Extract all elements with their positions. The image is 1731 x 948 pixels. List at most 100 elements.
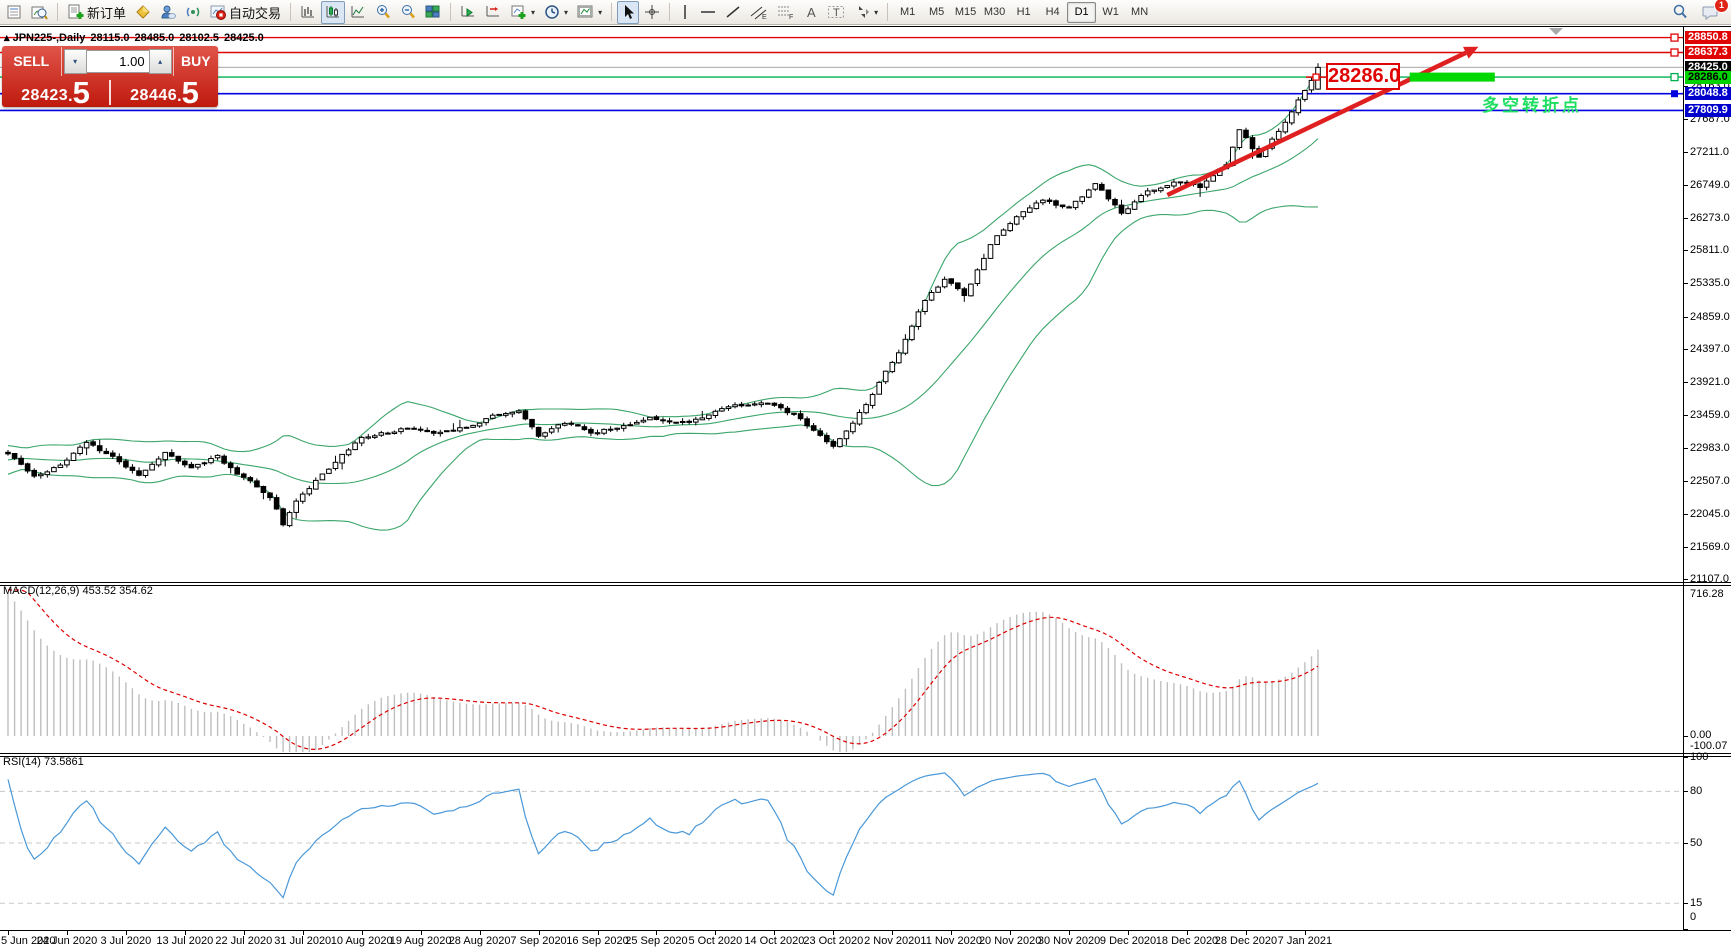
date-tick: [833, 931, 835, 935]
zoom-out-button[interactable]: [396, 1, 420, 24]
date-label: 22 Jul 2020: [215, 935, 273, 947]
date-tick: [8, 931, 9, 935]
volume-increase-button[interactable]: ▴: [148, 49, 172, 74]
macd-zero-label: 0.00: [1690, 729, 1712, 741]
macd-divider[interactable]: [0, 582, 1731, 586]
text-tool[interactable]: A: [800, 1, 822, 24]
timeframe-m30[interactable]: M30: [983, 5, 1006, 18]
dropdown-caret-icon: ▾: [598, 7, 603, 17]
tester-button[interactable]: [27, 1, 52, 24]
timeframe-m1[interactable]: M1: [899, 5, 916, 18]
dropdown-caret-icon: ▾: [874, 7, 879, 17]
date-label: 25 Sep 2020: [625, 935, 688, 947]
date-tick: [656, 931, 658, 935]
fibonacci-tool[interactable]: F: [773, 1, 799, 24]
chart-shift-icon: [485, 4, 501, 20]
trendline-tool[interactable]: [721, 1, 745, 24]
date-tick: [243, 931, 245, 935]
timeframe-h1[interactable]: H1: [1016, 5, 1031, 18]
line-chart-button[interactable]: [346, 1, 370, 24]
rsi-tick: [1684, 843, 1688, 844]
bar-chart-button[interactable]: [296, 1, 320, 24]
sell-button[interactable]: SELL: [2, 47, 62, 76]
horizontal-line-tool[interactable]: [696, 1, 720, 24]
market-watch-button[interactable]: [2, 1, 26, 24]
chart-shift-button[interactable]: [481, 1, 505, 24]
chart-shift-marker-icon[interactable]: [1549, 28, 1563, 35]
sell-price-display[interactable]: 28423. 5: [2, 77, 109, 108]
toolbar-right: 1: [1668, 0, 1729, 24]
new-order-label: 新订单: [87, 5, 127, 21]
date-label: 13 Jul 2020: [156, 935, 214, 947]
periods-button[interactable]: ▾: [540, 1, 572, 24]
signals-person-icon: [160, 4, 177, 20]
new-chart-button[interactable]: ▾: [506, 1, 539, 24]
separator: [887, 3, 889, 21]
channel-icon: E: [750, 4, 768, 20]
price-tick-label: 24397.0: [1690, 343, 1730, 356]
candlestick-chart-icon: [325, 4, 341, 20]
cursor-tool-button[interactable]: [617, 0, 640, 24]
vertical-line-tool[interactable]: [675, 1, 695, 24]
date-tick: [1128, 931, 1130, 935]
channel-tool[interactable]: E: [746, 1, 772, 24]
market-button[interactable]: [131, 1, 155, 24]
dropdown-caret-icon: ▾: [564, 7, 569, 17]
price-tick: [1684, 513, 1688, 515]
date-tick: [66, 931, 68, 935]
templates-button[interactable]: ▾: [573, 1, 606, 24]
price-tick: [1684, 152, 1688, 154]
auto-scroll-button[interactable]: [456, 1, 480, 24]
price-level-label: 28850.8: [1685, 31, 1731, 45]
separator: [450, 3, 452, 21]
date-tick: [1187, 931, 1188, 935]
notifications-button[interactable]: 1: [1698, 0, 1729, 24]
zoom-out-icon: [400, 4, 416, 20]
price-tick: [1684, 85, 1688, 87]
timeframe-m15[interactable]: M15: [954, 5, 977, 18]
timeframe-m5[interactable]: M5: [928, 5, 945, 18]
one-click-trading-panel: SELL ▾ 1.00 ▴ BUY 28423. 5 28446. 5: [2, 46, 218, 108]
text-label-icon: T: [827, 4, 845, 20]
buy-price-display[interactable]: 28446. 5: [111, 77, 218, 108]
svg-text:E: E: [762, 14, 767, 20]
timeframe-d1[interactable]: D1: [1067, 1, 1097, 23]
candlestick-chart-button[interactable]: [321, 0, 346, 24]
price-tick-label: 23921.0: [1690, 376, 1730, 389]
chart-area[interactable]: ▴ JPN225-,Daily 28115.0 28485.0 28102.5 2842…: [0, 26, 1731, 948]
text-icon: A: [804, 4, 818, 20]
tile-windows-button[interactable]: [421, 1, 445, 24]
timeframe-mn[interactable]: MN: [1131, 5, 1149, 18]
fibonacci-icon: F: [777, 4, 795, 20]
arrows-tool[interactable]: ▾: [850, 1, 882, 24]
rsi-divider[interactable]: [0, 753, 1731, 757]
price-tick-label: 27211.0: [1690, 146, 1729, 159]
timeframe-h4[interactable]: H4: [1045, 5, 1060, 18]
date-tick: [125, 931, 127, 935]
date-label: 23 Oct 2020: [803, 935, 864, 947]
price-tick: [1684, 447, 1688, 449]
price-tick-label: 21569.0: [1690, 540, 1730, 553]
signals-button[interactable]: [156, 1, 180, 24]
date-label: 5 Oct 2020: [688, 935, 743, 947]
rsi-tick: [1684, 791, 1688, 793]
price-chart-canvas[interactable]: [0, 27, 1683, 930]
timeframe-w1[interactable]: W1: [1102, 5, 1119, 18]
date-label: 10 Aug 2020: [330, 935, 393, 947]
autotrading-button[interactable]: 自动交易: [206, 1, 285, 24]
volume-input[interactable]: 1.00: [86, 50, 149, 73]
broadcast-button[interactable]: [181, 1, 205, 24]
zoom-in-button[interactable]: [371, 1, 395, 24]
price-tick-label: 24859.0: [1690, 310, 1730, 323]
search-button[interactable]: [1668, 1, 1692, 24]
symbol-marker-icon: ▴: [4, 32, 13, 44]
rsi-tick: [1684, 929, 1688, 930]
date-label: 3 Jul 2020: [100, 935, 152, 947]
text-label-tool[interactable]: T: [823, 1, 849, 24]
buy-button[interactable]: BUY: [172, 47, 218, 76]
date-label: 24 Jun 2020: [36, 935, 98, 947]
new-order-button[interactable]: 新订单: [63, 1, 130, 24]
date-label: 5 Jun 2020: [1, 935, 56, 947]
volume-decrease-button[interactable]: ▾: [63, 49, 87, 74]
crosshair-tool-button[interactable]: [640, 1, 664, 24]
